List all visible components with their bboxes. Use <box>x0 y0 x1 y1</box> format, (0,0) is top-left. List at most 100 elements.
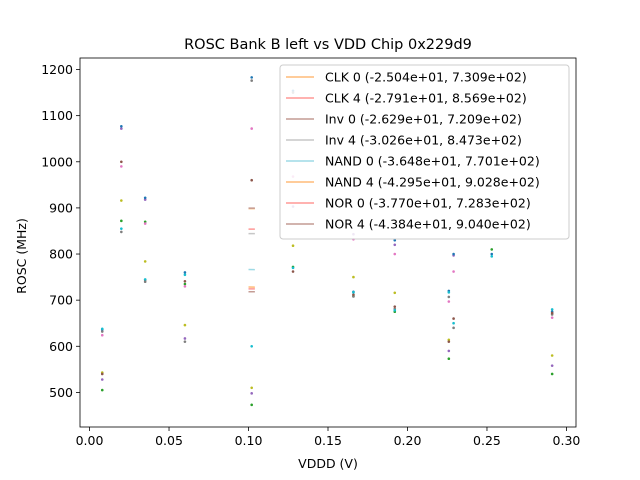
y-axis-label: ROSC (MHz) <box>14 218 29 294</box>
legend-box <box>279 64 570 240</box>
legend: CLK 0 (-2.504e+01, 7.309e+02) CLK 4 (-2.7… <box>279 64 570 240</box>
x-tick-label: 0.30 <box>553 433 581 448</box>
data-point <box>143 220 147 224</box>
data-point <box>143 278 147 281</box>
data-point <box>100 378 104 381</box>
data-point <box>550 364 554 367</box>
data-point <box>250 127 253 130</box>
data-point <box>393 309 397 312</box>
data-point <box>452 321 455 325</box>
data-point <box>352 293 355 296</box>
data-point <box>291 270 295 273</box>
legend-label: CLK 4 (-2.791e+01, 8.569e+02) <box>325 91 527 106</box>
data-point <box>352 275 355 279</box>
legend-label: NAND 0 (-3.648e+01, 7.701e+02) <box>325 154 540 169</box>
data-point <box>250 392 253 395</box>
x-axis-label: VDDD (V) <box>298 456 358 471</box>
data-point <box>143 280 147 284</box>
data-point <box>490 248 494 251</box>
data-point <box>352 291 355 294</box>
data-point <box>393 291 397 295</box>
data-point <box>120 219 123 223</box>
legend-label: Inv 0 (-2.629e+01, 7.209e+02) <box>325 112 522 127</box>
data-point <box>143 196 147 200</box>
x-tick-label: 0.10 <box>235 433 263 448</box>
data-point <box>120 227 123 230</box>
legend-label: CLK 0 (-2.504e+01, 7.309e+02) <box>325 70 527 85</box>
data-point <box>183 271 187 274</box>
data-point <box>250 178 253 182</box>
data-point <box>393 243 397 247</box>
data-point <box>100 372 104 376</box>
data-point <box>183 323 187 327</box>
y-tick-label: 800 <box>49 247 73 262</box>
fit-lines <box>248 207 255 293</box>
data-point <box>550 354 554 357</box>
plot-area <box>100 76 554 407</box>
data-point <box>447 340 451 343</box>
data-point <box>120 124 123 128</box>
data-point <box>183 340 187 343</box>
data-point <box>183 279 187 283</box>
legend-label: NOR 0 (-3.770e+01, 7.283e+02) <box>325 196 531 211</box>
x-tick-label: 0.05 <box>155 433 183 448</box>
data-point <box>100 333 104 337</box>
data-point <box>447 295 451 299</box>
data-point <box>100 330 104 333</box>
data-point <box>452 270 455 273</box>
legend-label: NOR 4 (-4.384e+01, 9.040e+02) <box>325 217 531 232</box>
data-point <box>143 222 147 225</box>
data-point <box>352 295 355 298</box>
chart-title: ROSC Bank B left vs VDD Chip 0x229d9 <box>184 37 472 53</box>
data-point <box>120 127 123 130</box>
data-point <box>393 238 397 242</box>
y-tick-label: 600 <box>49 339 73 354</box>
data-point <box>120 160 123 164</box>
legend-label: Inv 4 (-3.026e+01, 8.473e+02) <box>325 133 522 148</box>
x-tick-label: 0.00 <box>76 433 104 448</box>
x-tick-label: 0.20 <box>394 433 422 448</box>
data-point <box>183 285 187 288</box>
x-axis-ticks: 0.00 0.05 0.10 0.15 0.20 0.25 0.30 <box>76 427 581 448</box>
data-point <box>452 252 455 256</box>
y-tick-label: 1200 <box>41 62 73 77</box>
data-point <box>183 282 187 286</box>
data-point <box>447 300 451 303</box>
data-point <box>550 372 554 376</box>
data-point <box>250 76 253 79</box>
data-point <box>393 305 397 308</box>
data-point <box>452 326 455 330</box>
data-point <box>452 317 455 320</box>
data-point <box>490 252 494 256</box>
data-point <box>120 165 123 168</box>
legend-label: NAND 4 (-4.295e+01, 9.028e+02) <box>325 175 540 190</box>
data-point <box>550 311 554 315</box>
data-point <box>250 344 253 348</box>
y-tick-label: 1000 <box>41 154 73 169</box>
y-tick-label: 500 <box>49 385 73 400</box>
data-point <box>447 291 451 294</box>
data-point <box>447 357 451 361</box>
y-tick-label: 700 <box>49 293 73 308</box>
data-point <box>183 273 187 277</box>
data-point <box>143 198 147 201</box>
data-point <box>250 79 253 82</box>
data-point <box>447 349 451 353</box>
data-point <box>393 252 397 256</box>
data-point <box>447 338 451 342</box>
data-point <box>120 199 123 202</box>
data-point <box>143 260 147 263</box>
data-point <box>291 244 295 248</box>
data-point <box>250 386 253 390</box>
y-tick-label: 1100 <box>41 108 73 123</box>
y-tick-label: 900 <box>49 200 73 215</box>
x-tick-label: 0.15 <box>314 433 342 448</box>
data-point <box>120 230 123 234</box>
data-point <box>183 337 187 340</box>
data-point <box>250 403 253 407</box>
data-point <box>100 327 104 331</box>
x-tick-label: 0.25 <box>473 433 501 448</box>
data-point <box>490 255 494 258</box>
data-point <box>550 308 554 311</box>
